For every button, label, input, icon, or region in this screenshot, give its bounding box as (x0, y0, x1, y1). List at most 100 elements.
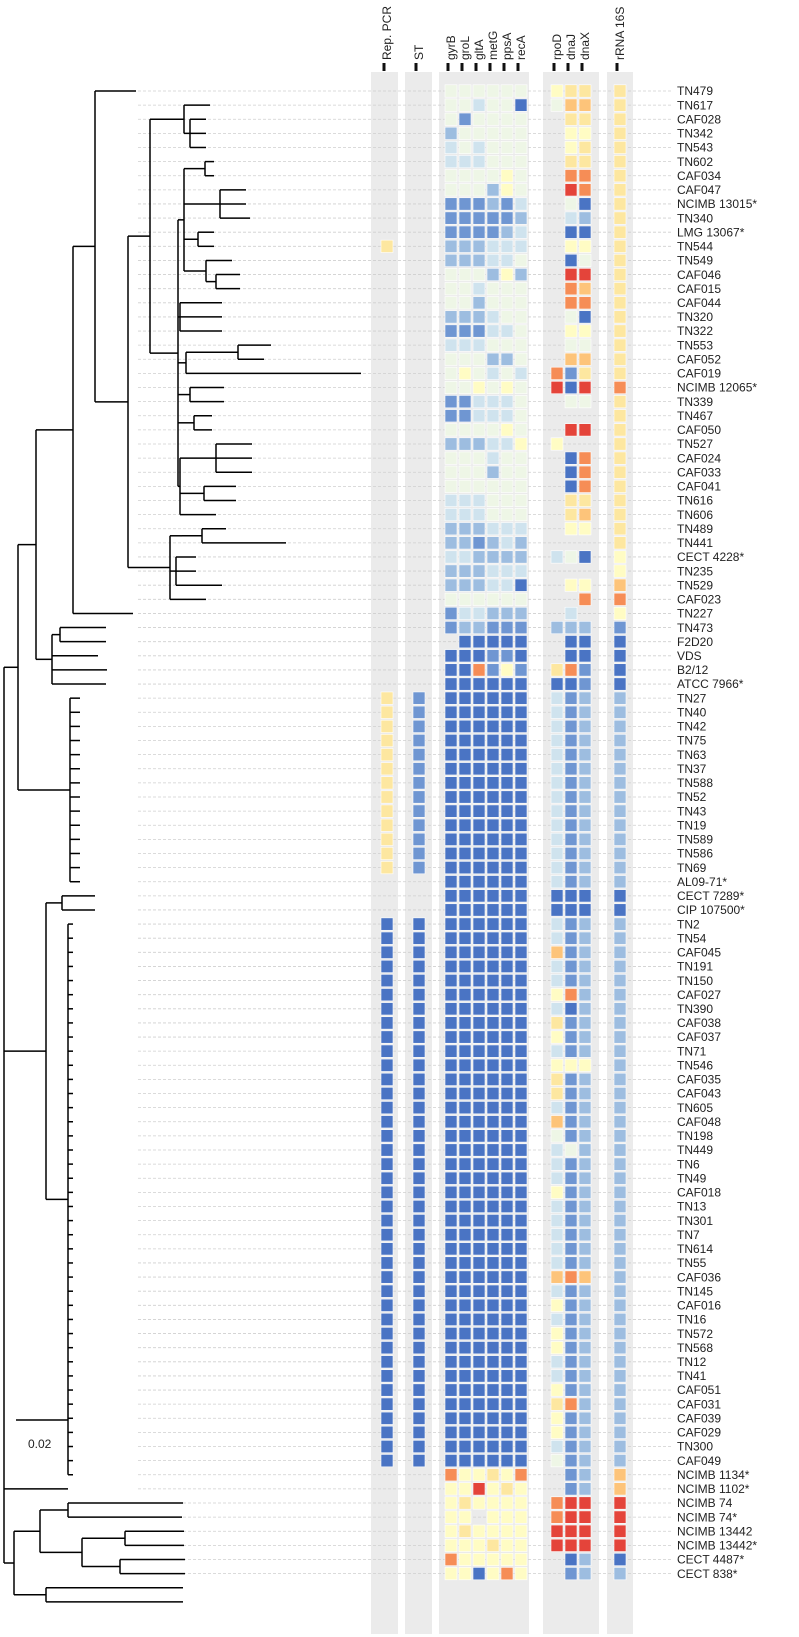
heatmap-cell (486, 211, 500, 225)
taxon-label: TN235 (677, 564, 713, 578)
heatmap-cell (550, 734, 564, 748)
heatmap-cell (514, 310, 528, 324)
heatmap-cell (380, 1072, 394, 1086)
heatmap-cell (578, 917, 592, 931)
heatmap-cell (578, 1214, 592, 1228)
heatmap-cell (564, 1072, 578, 1086)
heatmap-cell (578, 253, 592, 267)
heatmap-cell (472, 197, 486, 211)
heatmap-cell (564, 790, 578, 804)
heatmap-cell (500, 606, 514, 620)
heatmap-cell (486, 945, 500, 959)
heatmap-cell (472, 169, 486, 183)
heatmap-cell (444, 818, 458, 832)
heatmap-cell (613, 1256, 627, 1270)
heatmap-cell (472, 1552, 486, 1566)
heatmap-cell (380, 818, 394, 832)
heatmap-cell (444, 296, 458, 310)
heatmap-cell (578, 875, 592, 889)
heatmap-cell (500, 1284, 514, 1298)
heatmap-cell (380, 1002, 394, 1016)
heatmap-cell (444, 1411, 458, 1425)
heatmap-cell (486, 451, 500, 465)
heatmap-cell (472, 310, 486, 324)
heatmap-cell (514, 1157, 528, 1171)
heatmap-cell (486, 719, 500, 733)
heatmap-cell (444, 959, 458, 973)
heatmap-cell (486, 564, 500, 578)
heatmap-cell (486, 282, 500, 296)
heatmap-cell (458, 861, 472, 875)
heatmap-cell (412, 1214, 426, 1228)
heatmap-cell (613, 522, 627, 536)
column-header: dnaJ (564, 34, 578, 60)
heatmap-cell (578, 1327, 592, 1341)
heatmap-cell (472, 748, 486, 762)
heatmap-cell (486, 169, 500, 183)
heatmap-cell (564, 98, 578, 112)
heatmap-cell (564, 282, 578, 296)
heatmap-cell (500, 1425, 514, 1439)
heatmap-cell (564, 1298, 578, 1312)
heatmap-cell (486, 677, 500, 691)
heatmap-cell (564, 493, 578, 507)
heatmap-cell (444, 1214, 458, 1228)
heatmap-cell (500, 1327, 514, 1341)
heatmap-cell (486, 705, 500, 719)
heatmap-cell (412, 974, 426, 988)
heatmap-cell (472, 1284, 486, 1298)
heatmap-cell (564, 691, 578, 705)
heatmap-cell (486, 253, 500, 267)
heatmap-cell (550, 818, 564, 832)
taxon-label: TN40 (677, 705, 707, 719)
heatmap-cell (550, 705, 564, 719)
heatmap-cell (550, 1284, 564, 1298)
heatmap-cell (514, 1256, 528, 1270)
heatmap-cell (458, 945, 472, 959)
heatmap-cell (486, 1129, 500, 1143)
heatmap-cell (412, 1256, 426, 1270)
heatmap-cell (514, 1002, 528, 1016)
heatmap-cell (486, 1567, 500, 1581)
heatmap-cell (486, 140, 500, 154)
heatmap-cell (578, 621, 592, 635)
heatmap-cell (613, 1538, 627, 1552)
heatmap-cell (486, 578, 500, 592)
heatmap-cell (486, 1468, 500, 1482)
heatmap-cell (514, 1016, 528, 1030)
heatmap-cell (444, 762, 458, 776)
heatmap-cell (514, 1538, 528, 1552)
heatmap-cell (514, 734, 528, 748)
heatmap-cell (514, 931, 528, 945)
heatmap-cell (444, 84, 458, 98)
heatmap-cell (380, 1129, 394, 1143)
heatmap-cell (578, 183, 592, 197)
heatmap-cell (578, 677, 592, 691)
heatmap-cell (444, 1143, 458, 1157)
taxon-label: TN546 (677, 1058, 713, 1072)
heatmap-cell (486, 861, 500, 875)
heatmap-cell (486, 550, 500, 564)
heatmap-cell (514, 183, 528, 197)
heatmap-cell (564, 1327, 578, 1341)
heatmap-cell (578, 1115, 592, 1129)
heatmap-cell (458, 437, 472, 451)
heatmap-cell (500, 479, 514, 493)
heatmap-cell (500, 112, 514, 126)
header-tick (460, 63, 464, 71)
heatmap-cell (458, 296, 472, 310)
heatmap-cell (380, 1185, 394, 1199)
heatmap-cell (444, 183, 458, 197)
heatmap-cell (564, 1355, 578, 1369)
heatmap-cell (578, 140, 592, 154)
heatmap-cell (564, 719, 578, 733)
heatmap-cell (564, 974, 578, 988)
taxon-label: NCIMB 13442* (677, 1539, 757, 1553)
heatmap-cell (380, 1157, 394, 1171)
phylogenetic-tree (3, 90, 361, 1603)
taxon-label: NCIMB 1102* (677, 1482, 750, 1496)
heatmap-cell (613, 1058, 627, 1072)
heatmap-cell (500, 719, 514, 733)
heatmap-cell (564, 550, 578, 564)
heatmap-cell (550, 1002, 564, 1016)
